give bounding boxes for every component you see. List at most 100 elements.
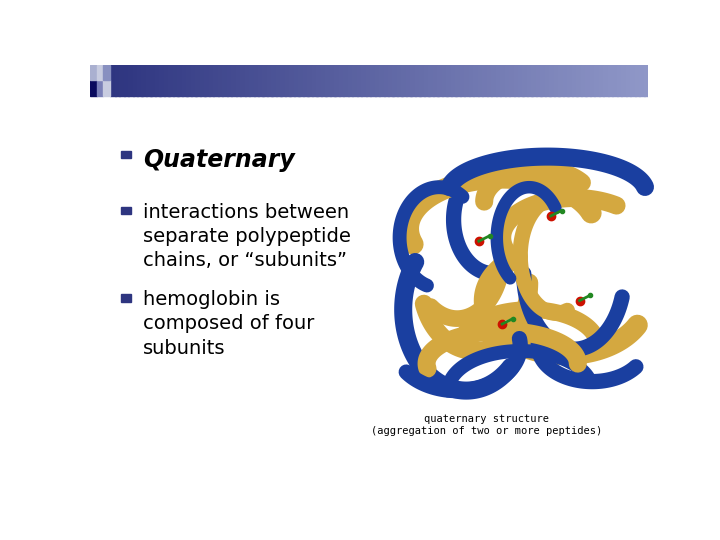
Bar [325, 65, 331, 96]
Bar [343, 65, 349, 96]
Bar [634, 65, 640, 96]
Bar [572, 65, 577, 96]
Bar [137, 65, 143, 96]
Bar [90, 80, 96, 96]
Bar [132, 65, 138, 96]
Bar [392, 65, 398, 96]
Bar [460, 65, 466, 96]
Bar [612, 65, 618, 96]
Bar [227, 65, 233, 96]
Bar [500, 65, 506, 96]
Bar [509, 65, 515, 96]
Bar [558, 65, 564, 96]
Bar [477, 65, 483, 96]
Bar [513, 65, 519, 96]
Bar [410, 65, 416, 96]
Bar [199, 65, 205, 96]
Bar [536, 65, 541, 96]
Bar [621, 65, 627, 96]
Bar [424, 65, 430, 96]
Bar [451, 65, 456, 96]
Bar [141, 65, 147, 96]
Bar [473, 65, 479, 96]
Bar [307, 65, 313, 96]
Bar [397, 65, 402, 96]
Bar [487, 65, 492, 96]
Bar [469, 65, 474, 96]
Bar [168, 65, 174, 96]
Bar [567, 65, 573, 96]
Bar [124, 65, 130, 96]
Bar [563, 65, 569, 96]
Bar [594, 65, 600, 96]
Bar [334, 65, 340, 96]
Bar [576, 65, 582, 96]
Bar [110, 65, 116, 96]
Bar [321, 65, 327, 96]
Bar [545, 65, 551, 96]
Bar [245, 65, 251, 96]
Bar [523, 65, 528, 96]
Bar [249, 65, 255, 96]
Bar [204, 65, 210, 96]
Bar [119, 65, 125, 96]
Bar [348, 65, 354, 96]
Bar [213, 65, 219, 96]
Bar [554, 65, 559, 96]
Bar [104, 65, 110, 80]
Bar [370, 65, 376, 96]
Bar [419, 65, 425, 96]
Bar [173, 65, 179, 96]
Bar [527, 65, 533, 96]
Bar [415, 65, 420, 96]
Bar [316, 65, 322, 96]
Bar [258, 65, 264, 96]
Bar [518, 65, 523, 96]
Bar [361, 65, 367, 96]
Bar [531, 65, 537, 96]
Bar [267, 65, 273, 96]
Bar [599, 65, 605, 96]
Bar [437, 65, 443, 96]
Bar [253, 65, 259, 96]
Bar [388, 65, 394, 96]
Bar [644, 65, 649, 96]
Bar [186, 65, 192, 96]
Bar [263, 65, 269, 96]
Bar [150, 65, 156, 96]
Bar [352, 65, 358, 96]
Bar [209, 65, 215, 96]
Bar [280, 65, 286, 96]
Bar [164, 65, 170, 96]
Bar [121, 207, 131, 214]
Bar [482, 65, 488, 96]
Bar [639, 65, 645, 96]
Bar [231, 65, 237, 96]
Bar [159, 65, 165, 96]
Bar [402, 65, 408, 96]
Bar [374, 65, 380, 96]
Bar [298, 65, 304, 96]
Bar [222, 65, 228, 96]
Bar [104, 80, 110, 96]
Text: quaternary structure: quaternary structure [423, 415, 549, 424]
Bar [585, 65, 591, 96]
Bar [276, 65, 282, 96]
Bar [217, 65, 223, 96]
Bar [366, 65, 372, 96]
Bar [455, 65, 461, 96]
Bar [491, 65, 497, 96]
Bar [146, 65, 152, 96]
Bar [630, 65, 636, 96]
Text: interactions between
separate polypeptide
chains, or “subunits”: interactions between separate polypeptid… [143, 203, 351, 271]
Bar [626, 65, 631, 96]
Bar [177, 65, 183, 96]
Bar [90, 65, 96, 80]
Bar [406, 65, 412, 96]
Bar [121, 151, 131, 158]
Bar [433, 65, 438, 96]
Bar [240, 65, 246, 96]
Bar [428, 65, 434, 96]
Bar [608, 65, 613, 96]
Bar [384, 65, 390, 96]
